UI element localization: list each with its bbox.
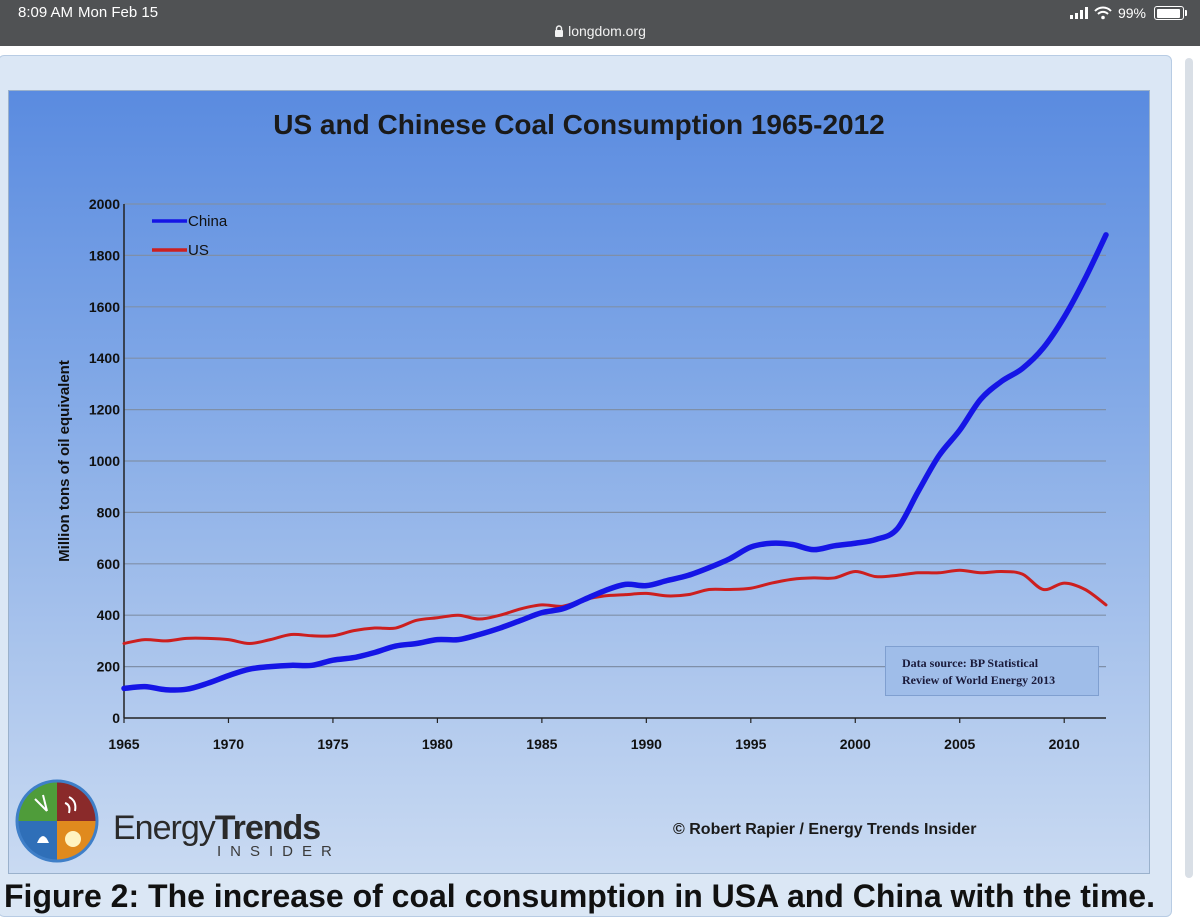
y-axis-label: Million tons of oil equivalent — [56, 360, 73, 562]
x-tick-label: 2005 — [944, 736, 975, 752]
x-tick-label: 2010 — [1049, 736, 1080, 752]
status-time: 8:09 AM — [18, 4, 74, 21]
wifi-icon — [1094, 6, 1112, 20]
page-scrollbar[interactable] — [1185, 58, 1193, 878]
y-tick-label: 0 — [112, 710, 120, 726]
y-tick-label: 1000 — [89, 453, 120, 469]
logo-word-trends: Trends — [214, 809, 321, 847]
data-source-box: Data source: BP Statistical Review of Wo… — [885, 646, 1099, 696]
y-tick-label: 800 — [97, 504, 121, 520]
y-tick-label: 400 — [97, 607, 121, 623]
series-line-china — [121, 232, 1109, 693]
chart-title: US and Chinese Coal Consumption 1965-201… — [273, 109, 885, 140]
chart-copyright: © Robert Rapier / Energy Trends Insider — [673, 821, 977, 838]
data-source-line-2: Review of World Energy 2013 — [902, 673, 1056, 687]
legend-label-china: China — [188, 213, 228, 230]
lock-icon — [555, 25, 564, 37]
x-tick-label: 1995 — [735, 736, 766, 752]
chart-image: US and Chinese Coal Consumption 1965-201… — [8, 90, 1150, 874]
battery-percent: 99% — [1117, 5, 1146, 21]
x-tick-label: 1980 — [422, 736, 453, 752]
y-tick-label: 1800 — [89, 247, 120, 263]
x-tick-label: 1985 — [526, 736, 557, 752]
legend-label-us: US — [188, 242, 209, 259]
x-tick-label: 2000 — [840, 736, 871, 752]
cellular-signal-icon — [1069, 7, 1088, 19]
x-tick-label: 1970 — [213, 736, 244, 752]
y-tick-label: 200 — [97, 659, 121, 675]
address-bar[interactable]: longdom.org — [0, 23, 1200, 39]
series-line-us — [122, 568, 1108, 645]
energy-trends-logo-icon — [15, 779, 99, 863]
y-tick-label: 1200 — [89, 402, 120, 418]
x-tick-label: 1975 — [317, 736, 348, 752]
battery-icon — [1154, 6, 1187, 20]
data-source-line-1: Data source: BP Statistical — [902, 656, 1039, 670]
y-tick-label: 2000 — [89, 196, 120, 212]
figure-caption: Figure 2: The increase of coal consumpti… — [4, 878, 1155, 914]
status-icons: 99% — [1069, 4, 1187, 22]
status-date: Mon Feb 15 — [78, 4, 159, 21]
coal-consumption-chart: 0 200 400 600 800 1000 1200 1400 1600 1800 2000 196… — [56, 196, 1109, 752]
y-tick-label: 600 — [97, 556, 121, 572]
logo-word-energy: Energy — [113, 809, 216, 847]
logo-wordmark: EnergyTrends — [113, 809, 321, 848]
logo-subtitle: INSIDER — [217, 843, 341, 860]
y-tick-label: 1600 — [89, 299, 120, 315]
y-tick-label: 1400 — [89, 350, 120, 366]
address-url: longdom.org — [568, 23, 646, 39]
x-tick-label: 1990 — [631, 736, 662, 752]
status-bar: 8:09 AM Mon Feb 15 longdom.org 99% — [0, 0, 1200, 46]
x-tick-label: 1965 — [108, 736, 139, 752]
